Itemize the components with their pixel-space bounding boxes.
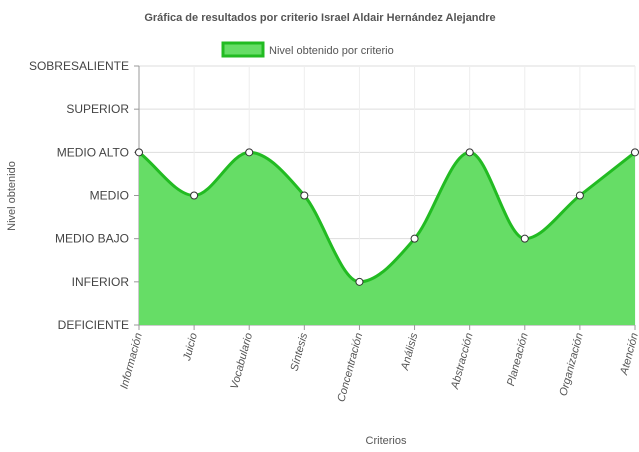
x-tick-label: Concentración	[335, 332, 365, 404]
data-point[interactable]	[135, 148, 143, 157]
x-axis-ticks: Información Juicio Vocabulario Síntesis Conc…	[118, 331, 639, 403]
data-point[interactable]	[355, 277, 364, 286]
legend[interactable]: Nivel obtenido por criterio	[221, 41, 394, 58]
y-tick-label: MEDIO	[90, 189, 129, 203]
data-point[interactable]	[245, 148, 254, 157]
legend-swatch[interactable]	[221, 41, 265, 58]
y-tick-label: SUPERIOR	[66, 102, 129, 116]
data-point[interactable]	[190, 191, 199, 200]
data-point[interactable]	[631, 148, 639, 157]
points-layer	[135, 148, 639, 286]
series-area	[139, 152, 635, 325]
data-point[interactable]	[300, 191, 309, 200]
data-point[interactable]	[465, 148, 474, 157]
x-tick-label: Organización	[557, 332, 585, 398]
y-tick-label: MEDIO BAJO	[55, 232, 129, 246]
y-tick-label: DEFICIENTE	[58, 318, 129, 332]
chart-title: Gráfica de resultados por criterio Israe…	[144, 12, 495, 24]
x-tick-label: Planeación	[505, 332, 531, 388]
x-tick-label: Juicio	[181, 332, 200, 363]
y-tick-label: MEDIO ALTO	[57, 145, 129, 159]
data-point[interactable]	[410, 234, 419, 243]
legend-label[interactable]: Nivel obtenido por criterio	[269, 45, 394, 57]
y-axis-ticks: DEFICIENTE INFERIOR MEDIO BAJO MEDIO MEDIO A…	[29, 59, 129, 332]
series-layer	[138, 150, 636, 325]
y-tick-label: SOBRESALIENTE	[29, 59, 129, 73]
x-axis-label: Criterios	[366, 435, 407, 447]
y-tick-label: INFERIOR	[72, 275, 130, 289]
x-tick-label: Información	[118, 332, 144, 391]
y-axis-label: Nivel obtenido	[6, 161, 18, 231]
x-tick-label: Atención	[618, 332, 639, 377]
x-tick-label: Síntesis	[289, 331, 311, 372]
series-line	[138, 150, 636, 284]
data-point[interactable]	[575, 191, 584, 200]
x-tick-label: Análisis	[399, 331, 421, 372]
data-point[interactable]	[520, 234, 529, 243]
x-tick-label: Vocabulario	[229, 332, 256, 391]
x-tick-label: Abstracción	[449, 332, 476, 392]
